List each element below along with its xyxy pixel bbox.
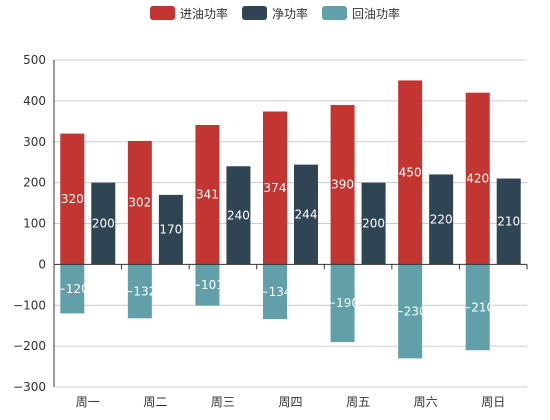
bar-0-2[interactable] [195,124,220,265]
bar-2-3[interactable] [263,264,287,320]
y-tick-label: 300 [23,135,46,149]
legend-label: 进油功率 [179,6,228,21]
y-tick-label: −300 [13,380,46,394]
bar-label: 390 [331,178,354,192]
x-tick-label: 周二 [143,395,167,409]
bar-0-5[interactable] [398,80,423,265]
x-tick-label: 周五 [346,395,370,409]
bar-0-4[interactable] [330,104,355,265]
bar-1-5[interactable] [429,174,454,265]
legend-item-1[interactable]: 净功率 [241,5,308,22]
bar-2-4[interactable] [330,264,355,343]
bar-label: −210 [461,300,494,314]
bar-0-1[interactable] [127,140,152,265]
bar-label: −190 [326,296,359,310]
y-tick-label: −200 [13,339,46,353]
bar-label: 450 [399,165,422,179]
x-tick-label: 周一 [76,395,100,409]
bar-2-5[interactable] [398,264,423,359]
bar-label: 210 [497,214,520,228]
bar-label: −134 [259,285,292,299]
x-tick-label: 周六 [414,395,438,409]
bar-label: 244 [295,208,318,222]
bar-1-2[interactable] [226,166,251,265]
y-tick-label: 0 [38,257,46,271]
bar-1-0[interactable] [91,182,116,265]
bar-label: 320 [61,192,84,206]
bar-label: −230 [394,304,427,318]
bar-label: 220 [430,212,453,226]
bar-label: 240 [227,208,250,222]
legend-swatch [149,6,175,20]
bar-0-0[interactable] [60,133,85,265]
bar-label: 341 [196,188,219,202]
bar-1-4[interactable] [361,182,386,265]
bar-0-3[interactable] [263,111,287,265]
y-tick-label: 500 [23,53,46,67]
legend-item-0[interactable]: 进油功率 [149,5,228,22]
bar-2-1[interactable] [127,264,152,319]
bar-1-1[interactable] [158,194,183,265]
bar-label: 374 [264,181,287,195]
bar-0-6[interactable] [465,92,490,265]
bar-label: 170 [159,223,182,237]
bar-label: 200 [362,217,385,231]
legend-label: 净功率 [271,6,308,21]
bar-label: 420 [466,172,489,186]
x-tick-label: 周日 [481,395,505,409]
bar-label: −132 [123,284,156,298]
legend-swatch [322,6,347,20]
legend-swatch [241,6,267,20]
y-tick-label: −100 [13,298,46,312]
bar-1-6[interactable] [496,178,521,265]
bar-label: 200 [92,217,115,231]
bar-label: −101 [191,278,224,292]
bar-2-0[interactable] [60,264,85,314]
bar-label: 302 [128,196,151,210]
bar-2-2[interactable] [195,264,220,306]
y-tick-label: 200 [23,176,46,190]
x-tick-label: 周三 [211,395,235,409]
bar-2-6[interactable] [465,264,490,351]
y-tick-label: 100 [23,217,46,231]
y-tick-label: 400 [23,94,46,108]
legend-item-2[interactable]: 回油功率 [322,5,400,22]
legend: 进油功率 净功率 回油功率 [0,0,550,26]
x-tick-label: 周四 [278,395,302,409]
bar-label: −120 [56,282,89,296]
bar-1-3[interactable] [294,164,318,265]
legend-label: 回油功率 [352,6,401,21]
